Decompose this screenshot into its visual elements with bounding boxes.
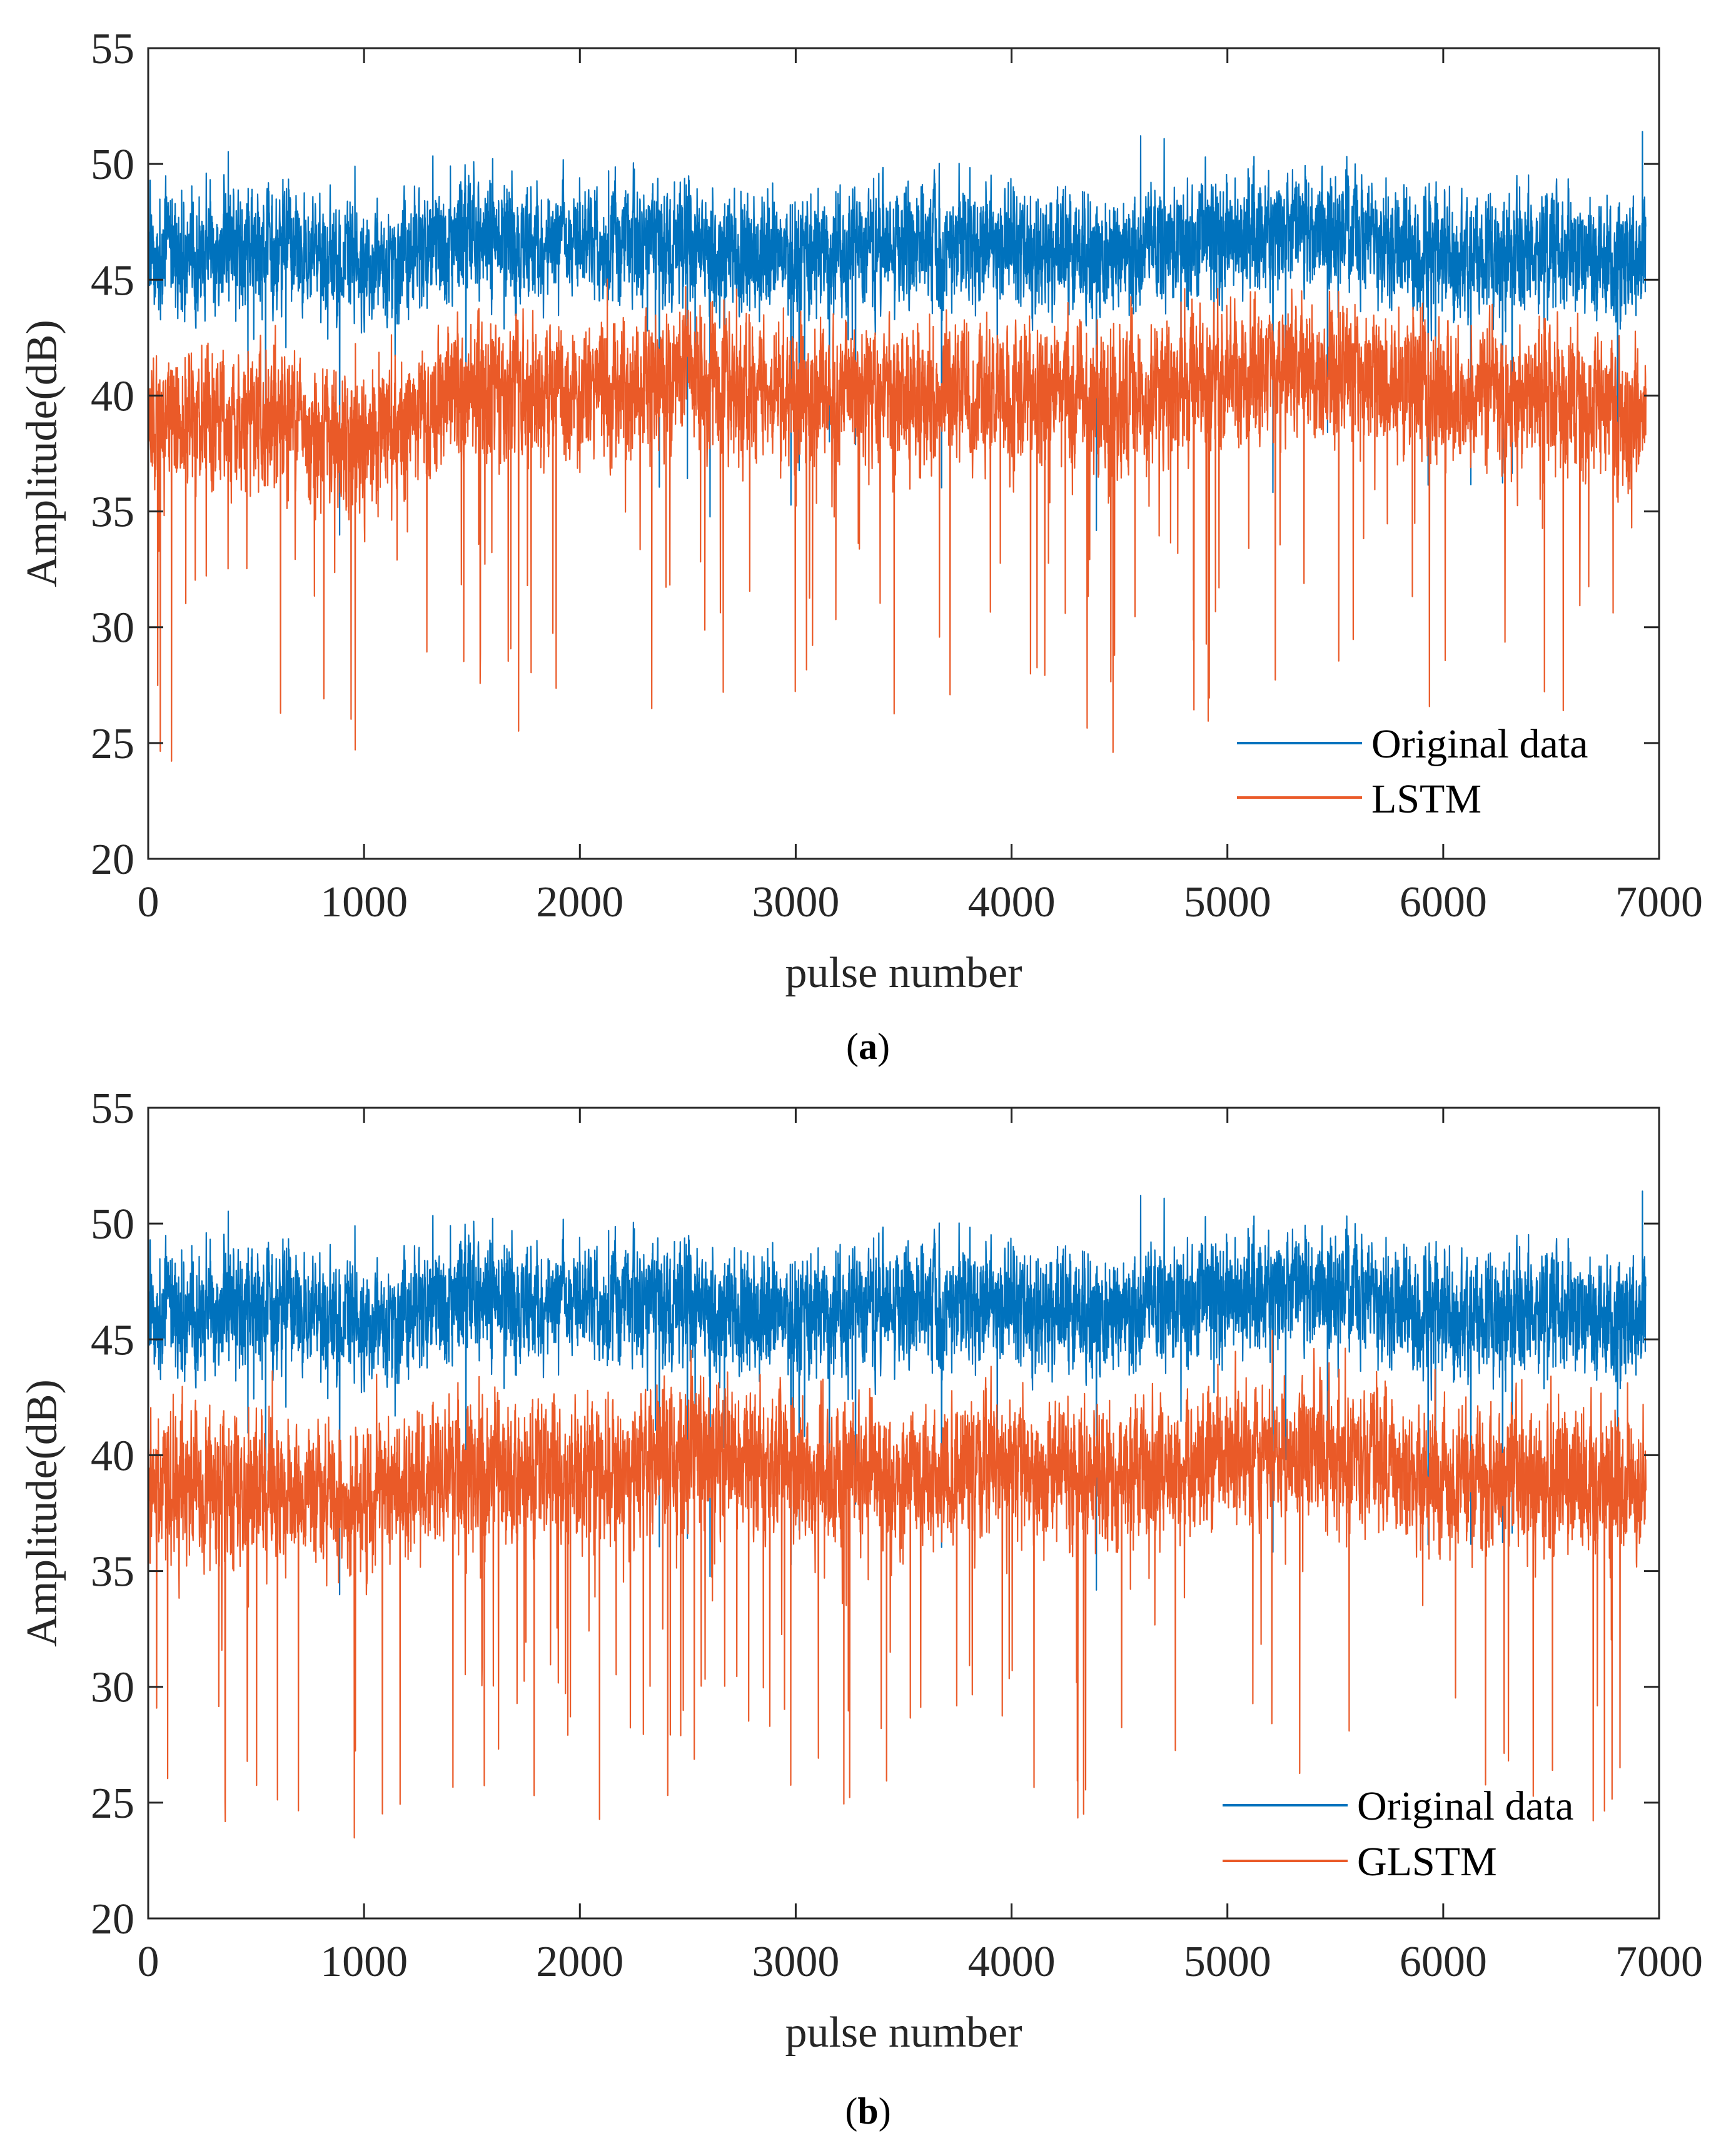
panel-b-x-axis-label: pulse number bbox=[785, 2009, 1022, 2057]
series-line-original-data bbox=[147, 131, 1647, 536]
panel-a-legend-original-label: Original data bbox=[1371, 721, 1588, 767]
y-tick-label: 25 bbox=[91, 1780, 134, 1828]
y-tick-label: 50 bbox=[91, 141, 134, 189]
panel-b-plot-series bbox=[147, 1190, 1647, 1839]
panel-a-caption-letter: a bbox=[859, 1026, 877, 1067]
panel-b-caption: (b) bbox=[845, 2090, 891, 2132]
x-tick-label: 6000 bbox=[1400, 878, 1487, 926]
x-tick-label: 4000 bbox=[968, 878, 1056, 926]
y-tick-label: 35 bbox=[91, 489, 134, 537]
panel-a-x-axis-label: pulse number bbox=[785, 949, 1022, 997]
panel-a-legend-lstm-label: LSTM bbox=[1371, 776, 1481, 822]
x-tick-label: 3000 bbox=[752, 1938, 839, 1986]
x-tick-label: 4000 bbox=[968, 1938, 1056, 1986]
x-tick-label: 7000 bbox=[1615, 1938, 1703, 1986]
y-tick-label: 25 bbox=[91, 720, 134, 768]
series-line-lstm bbox=[147, 278, 1647, 762]
y-tick-label: 35 bbox=[91, 1548, 134, 1596]
y-tick-label: 30 bbox=[91, 1664, 134, 1712]
x-tick-label: 1000 bbox=[320, 878, 408, 926]
x-tick-label: 0 bbox=[138, 1938, 159, 1986]
y-tick-label: 55 bbox=[91, 1085, 134, 1133]
series-line-original-data bbox=[147, 1190, 1647, 1596]
y-tick-label: 20 bbox=[91, 1895, 134, 1943]
y-tick-label: 20 bbox=[91, 836, 134, 884]
y-tick-label: 55 bbox=[91, 25, 134, 73]
panel-b: 0 1000 2000 3000 4000 5000 6000 7000 20 25 30 35 40 4… bbox=[18, 1085, 1703, 2132]
panel-a-axes-box bbox=[147, 47, 1660, 860]
x-tick-label: 7000 bbox=[1615, 878, 1703, 926]
x-tick-label: 3000 bbox=[752, 878, 839, 926]
x-tick-label: 6000 bbox=[1400, 1938, 1487, 1986]
x-tick-label: 5000 bbox=[1184, 1938, 1271, 1986]
panel-b-legend: Original data GLSTM bbox=[1223, 1783, 1573, 1885]
x-tick-label: 5000 bbox=[1184, 878, 1271, 926]
panel-b-ticks: 0 1000 2000 3000 4000 5000 6000 7000 20 25 30 35 40 4… bbox=[91, 1085, 1703, 1986]
x-tick-label: 0 bbox=[138, 878, 159, 926]
panel-b-axes-box bbox=[147, 1107, 1660, 1920]
y-tick-label: 45 bbox=[91, 1316, 134, 1364]
y-tick-label: 40 bbox=[91, 372, 134, 420]
panel-b-y-axis-label: Amplitude(dB) bbox=[18, 1379, 66, 1647]
panel-a-ticks: 0 1000 2000 3000 4000 5000 6000 7000 20 25 30 35 40 4… bbox=[91, 25, 1703, 926]
x-tick-label: 2000 bbox=[536, 878, 623, 926]
y-tick-label: 45 bbox=[91, 256, 134, 305]
y-tick-label: 30 bbox=[91, 604, 134, 652]
x-tick-label: 2000 bbox=[536, 1938, 623, 1986]
panel-a-plot-series bbox=[147, 131, 1647, 762]
panel-a: 0 1000 2000 3000 4000 5000 6000 7000 20 25 30 35 40 4… bbox=[18, 25, 1703, 1067]
panel-a-caption: (a) bbox=[846, 1026, 890, 1067]
panel-b-legend-original-label: Original data bbox=[1357, 1783, 1573, 1829]
x-tick-label: 1000 bbox=[320, 1938, 408, 1986]
y-tick-label: 50 bbox=[91, 1200, 134, 1249]
panel-b-caption-letter: b bbox=[857, 2090, 878, 2132]
series-line-glstm bbox=[147, 1329, 1647, 1839]
panel-a-legend: Original data LSTM bbox=[1237, 721, 1588, 822]
panel-a-y-axis-label: Amplitude(dB) bbox=[18, 320, 66, 587]
panel-b-legend-glstm-label: GLSTM bbox=[1357, 1839, 1497, 1885]
y-tick-label: 40 bbox=[91, 1432, 134, 1480]
